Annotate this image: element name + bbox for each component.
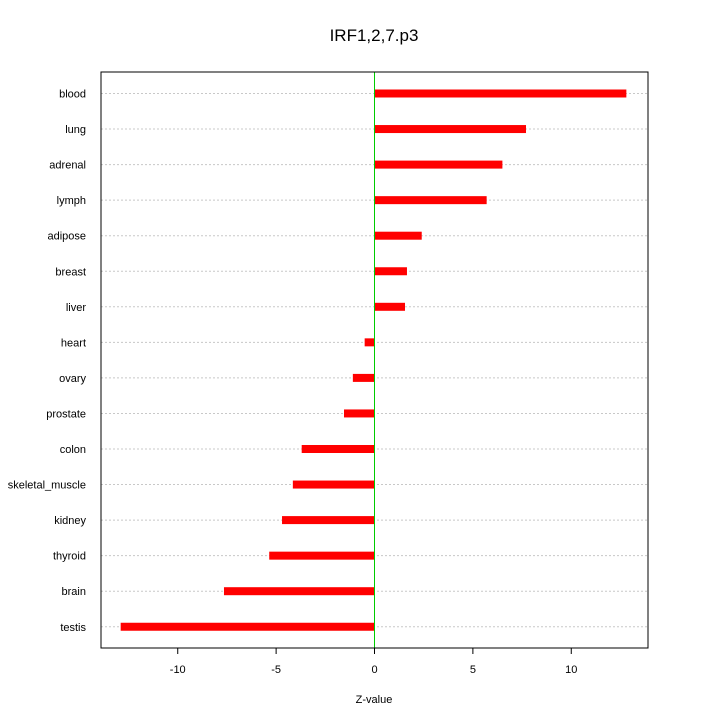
x-tick-label-4: 10 xyxy=(565,664,577,676)
category-label-lung: lung xyxy=(65,124,86,136)
category-label-breast: breast xyxy=(55,266,86,278)
category-label-lymph: lymph xyxy=(57,195,86,207)
bar-adrenal xyxy=(374,160,503,169)
category-label-skeletal_muscle: skeletal_muscle xyxy=(8,480,86,492)
bar-adipose xyxy=(374,231,422,240)
category-label-liver: liver xyxy=(66,302,87,314)
bar-skeletal_muscle xyxy=(292,480,375,489)
x-tick-label-0: -10 xyxy=(170,664,186,676)
category-label-testis: testis xyxy=(60,622,86,634)
bar-heart xyxy=(364,338,375,347)
bar-lymph xyxy=(374,196,487,205)
bar-colon xyxy=(301,445,375,453)
bar-thyroid xyxy=(269,551,375,560)
bar-blood xyxy=(374,89,627,98)
bars xyxy=(120,89,627,631)
category-label-blood: blood xyxy=(59,89,86,101)
bar-brain xyxy=(223,587,375,596)
bar-prostate xyxy=(344,409,375,418)
bar-lung xyxy=(374,125,527,134)
category-label-adrenal: adrenal xyxy=(49,160,86,172)
category-label-adipose: adipose xyxy=(47,231,86,243)
bar-breast xyxy=(374,267,407,276)
bar-liver xyxy=(374,302,405,311)
x-axis: -10 -5 0 5 10 xyxy=(170,648,577,676)
x-tick-label-3: 5 xyxy=(470,664,476,676)
category-label-prostate: prostate xyxy=(46,408,86,420)
category-label-heart: heart xyxy=(61,337,86,349)
x-tick-label-2: 0 xyxy=(371,664,377,676)
category-labels: blood lung adrenal lymph adipose breast liver h… xyxy=(8,89,87,634)
category-label-thyroid: thyroid xyxy=(53,551,86,563)
chart-title: IRF1,2,7.p3 xyxy=(330,26,419,45)
bar-testis xyxy=(120,622,375,631)
x-tick-label-1: -5 xyxy=(271,664,281,676)
category-label-kidney: kidney xyxy=(54,515,86,527)
category-label-brain: brain xyxy=(62,586,86,598)
bar-ovary xyxy=(352,373,375,382)
category-label-colon: colon xyxy=(60,444,86,456)
bar-kidney xyxy=(282,516,375,525)
category-label-ovary: ovary xyxy=(59,373,86,385)
x-axis-label: Z-value xyxy=(356,694,393,706)
